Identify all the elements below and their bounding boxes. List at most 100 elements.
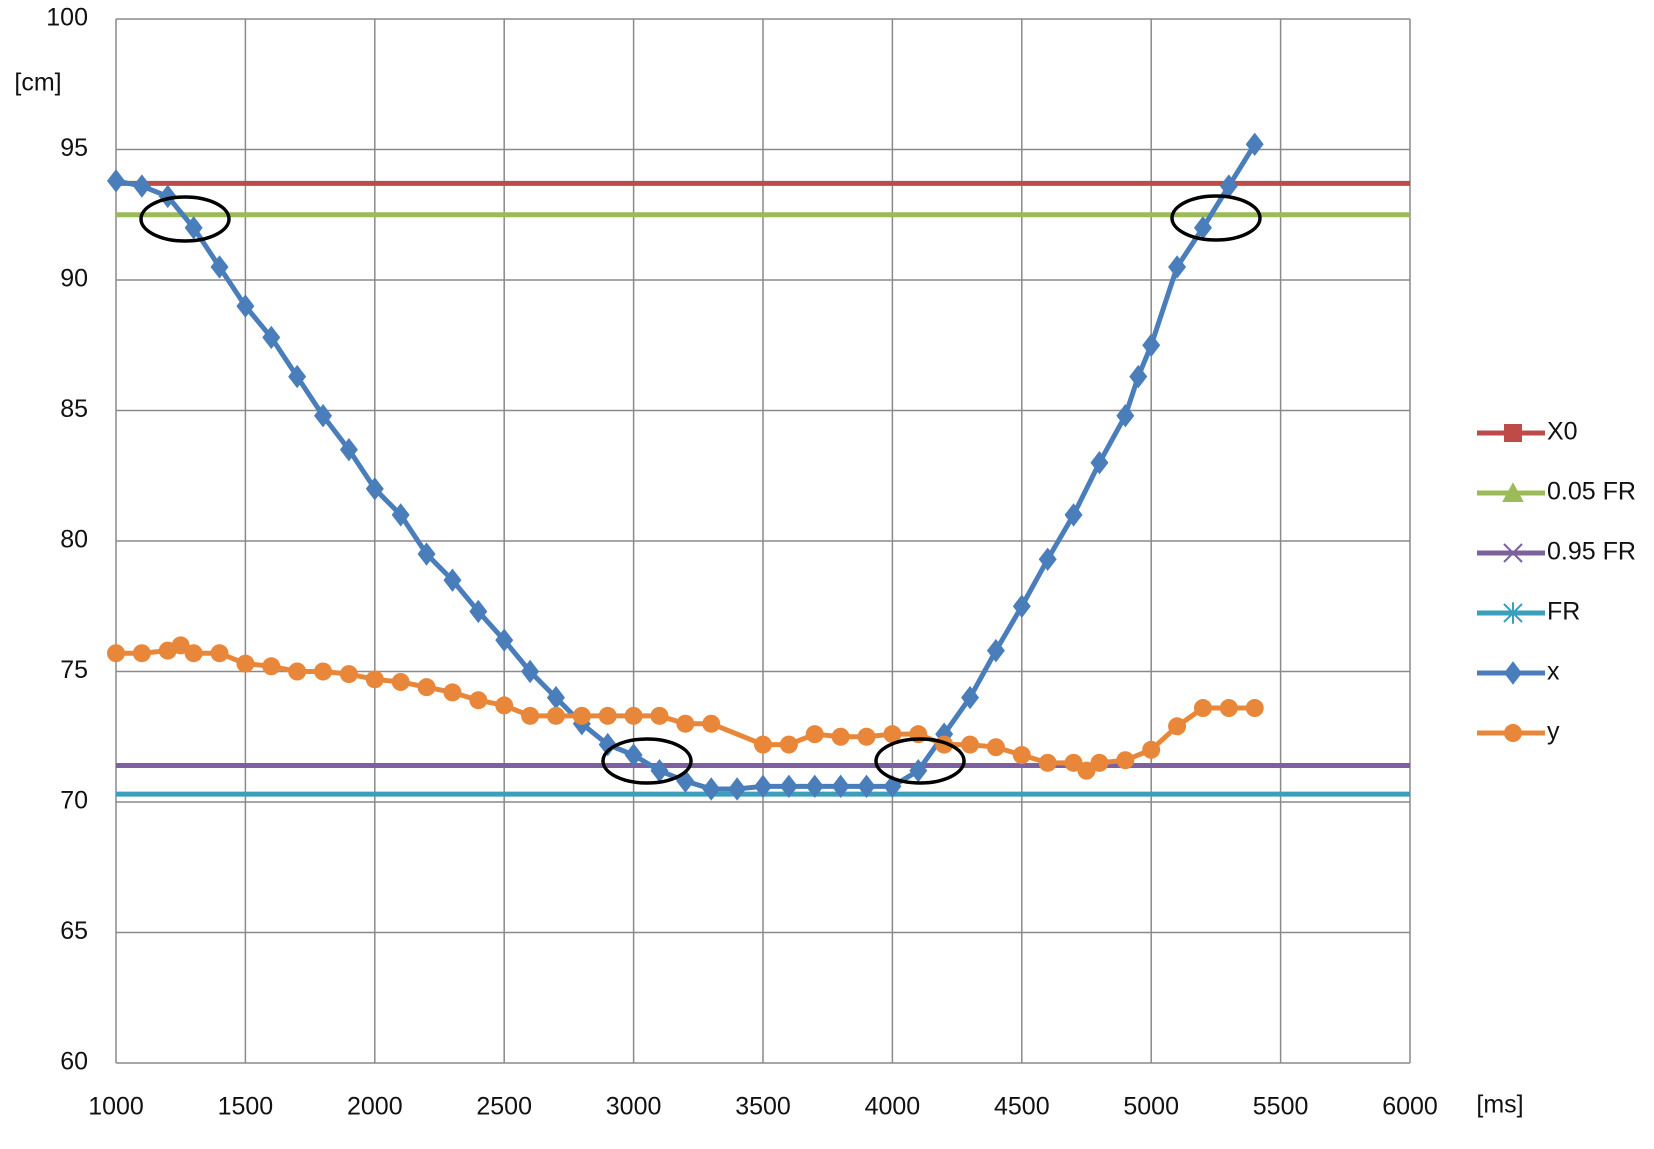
marker [107,644,125,663]
marker [158,184,177,209]
marker [236,294,255,318]
marker [184,644,203,663]
marker [236,654,255,673]
legend-label: X0 [1547,418,1578,446]
marker [831,774,850,799]
marker [650,758,669,783]
marker [210,644,229,663]
marker [391,503,410,527]
marker [262,325,281,350]
marker [1168,717,1187,736]
marker [598,706,617,725]
highlight-ellipse [139,195,231,243]
marker [417,542,436,566]
marker [624,706,643,725]
marker [676,714,695,733]
marker [1219,699,1238,718]
y-tick-label: 95 [60,134,88,162]
marker [443,568,462,592]
marker [831,727,850,746]
marker [728,777,747,801]
x-tick-label: 6000 [1382,1093,1438,1121]
series [107,636,1264,780]
marker [909,758,928,783]
marker [107,169,125,193]
marker [469,599,488,624]
y-tick-label: 75 [60,656,88,684]
marker [857,774,876,799]
highlight-ellipse [874,737,966,785]
marker [1219,174,1238,198]
marker [210,255,229,279]
marker [132,174,151,198]
marker [572,706,591,725]
marker [1116,404,1135,428]
marker [1012,594,1031,618]
y-tick-label: 65 [60,917,88,945]
marker [417,678,436,697]
legend-label: y [1547,718,1560,746]
marker [1142,740,1161,759]
marker [650,706,669,725]
marker [521,706,540,725]
marker [986,638,1005,663]
x-tick-label: 1000 [88,1093,144,1121]
x-axis-label: [ms] [1476,1091,1523,1119]
marker [754,735,772,754]
x-tick-label: 2500 [476,1093,532,1121]
marker [1193,699,1212,718]
marker [546,706,565,725]
marker [1090,753,1109,772]
marker [883,725,902,744]
marker [857,727,876,746]
marker [495,628,514,652]
marker [1116,751,1135,770]
marker [1090,451,1109,475]
marker [365,477,384,501]
marker [986,738,1005,757]
marker [469,691,488,710]
marker [1129,364,1148,389]
annotations [139,194,1262,785]
marker [314,662,333,681]
highlight-ellipse [601,737,693,785]
x-tick-label: 4000 [865,1093,921,1121]
marker [339,665,358,684]
marker [805,774,824,799]
x-tick-label: 5500 [1253,1093,1309,1121]
marker [171,636,190,655]
legend-label: x [1547,658,1560,686]
y-tick-label: 70 [60,787,88,815]
marker [365,670,384,689]
marker [624,743,643,767]
marker [314,404,333,428]
marker [1245,699,1264,718]
y-tick-label: 80 [60,526,88,554]
marker [184,216,203,240]
x-tick-label: 3000 [606,1093,662,1121]
marker [1245,132,1264,156]
marker [443,683,462,702]
marker [598,732,617,757]
marker [262,657,281,676]
y-tick-label: 100 [46,4,88,32]
marker [1064,503,1083,527]
x-tick-label: 2000 [347,1093,403,1121]
marker [495,696,514,715]
marker [702,714,721,733]
marker [521,659,540,684]
grid [115,18,1411,1064]
marker [961,685,980,710]
legend-label: 0.05 FR [1547,478,1636,506]
y-tick-label: 85 [60,395,88,423]
x-tick-label: 5000 [1123,1093,1179,1121]
marker [754,774,772,799]
marker [779,774,798,799]
marker [1038,753,1057,772]
marker [805,725,824,744]
marker [961,735,980,754]
highlight-ellipse [1170,194,1262,242]
y-tick-label: 90 [60,265,88,293]
